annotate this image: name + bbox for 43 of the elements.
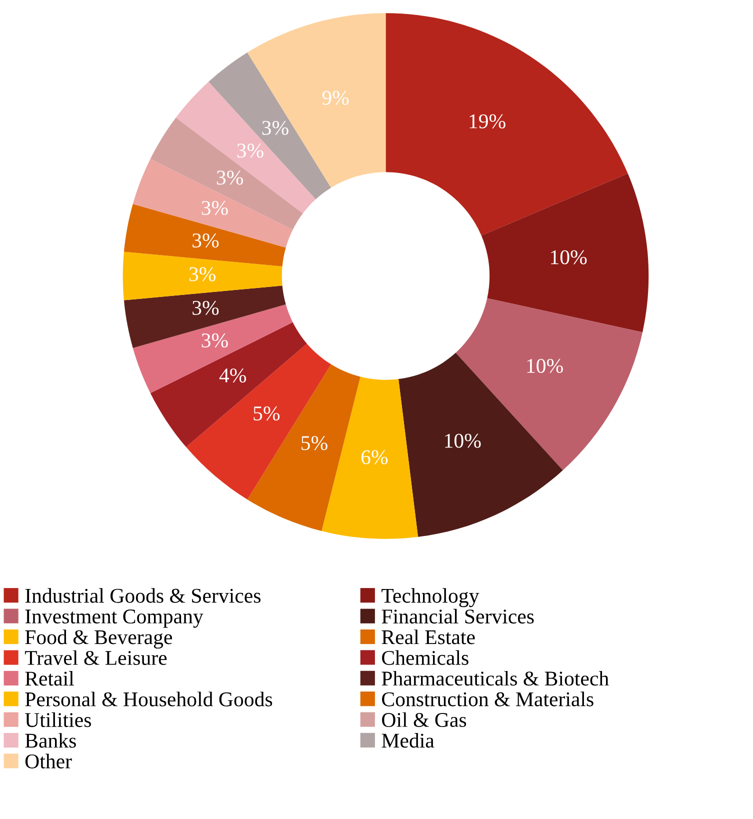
donut-slice bbox=[132, 158, 293, 248]
data-label: 10% bbox=[445, 434, 481, 448]
data-label: 3% bbox=[237, 144, 264, 158]
donut-slice bbox=[176, 82, 316, 214]
data-label: 3% bbox=[216, 170, 243, 185]
legend-label: Food & Beverage bbox=[25, 630, 172, 649]
legend-label: Investment Company bbox=[25, 610, 204, 628]
legend-label: Media bbox=[382, 733, 434, 748]
legend-label: Chemicals bbox=[382, 650, 468, 665]
legend-label: Pharmaceuticals & Biotech bbox=[382, 670, 609, 686]
data-label: 3% bbox=[189, 267, 216, 282]
legend-label: Travel & Leisure bbox=[24, 650, 167, 666]
data-label: 5% bbox=[254, 406, 280, 421]
legend-label: Industrial Goods & Services bbox=[25, 588, 260, 603]
legend-label: Retail bbox=[25, 671, 74, 686]
donut-slice bbox=[386, 13, 628, 236]
donut-slice bbox=[398, 352, 563, 537]
legend-label: Other bbox=[25, 754, 72, 768]
donut-slice bbox=[124, 286, 286, 348]
data-label: 3% bbox=[192, 300, 219, 315]
donut-slice bbox=[122, 252, 282, 300]
data-label: 3% bbox=[202, 333, 228, 348]
data-label: 19% bbox=[470, 114, 506, 128]
data-label: 9% bbox=[322, 90, 349, 105]
legend-label: Oil & Gas bbox=[382, 712, 466, 728]
data-label: 3% bbox=[202, 200, 228, 216]
data-label: 3% bbox=[192, 233, 219, 248]
donut-slice bbox=[247, 364, 360, 531]
data-label: 10% bbox=[551, 250, 587, 264]
legend-label: Banks bbox=[25, 733, 76, 748]
data-label: 3% bbox=[262, 120, 288, 135]
data-label: 10% bbox=[527, 358, 563, 373]
data-label: 6% bbox=[361, 450, 388, 464]
donut-slice bbox=[150, 118, 303, 230]
legend-label: Personal & Household Goods bbox=[25, 692, 272, 706]
data-label: 5% bbox=[302, 436, 328, 450]
legend-label: Utilities bbox=[25, 712, 91, 728]
data-label: 4% bbox=[219, 368, 246, 383]
legend-label: Technology bbox=[382, 588, 480, 608]
donut-slice bbox=[481, 174, 649, 332]
legend-label: Financial Services bbox=[382, 608, 534, 624]
legend-label: Real Estate bbox=[382, 630, 475, 644]
legend-label: Construction & Materials bbox=[382, 692, 594, 706]
